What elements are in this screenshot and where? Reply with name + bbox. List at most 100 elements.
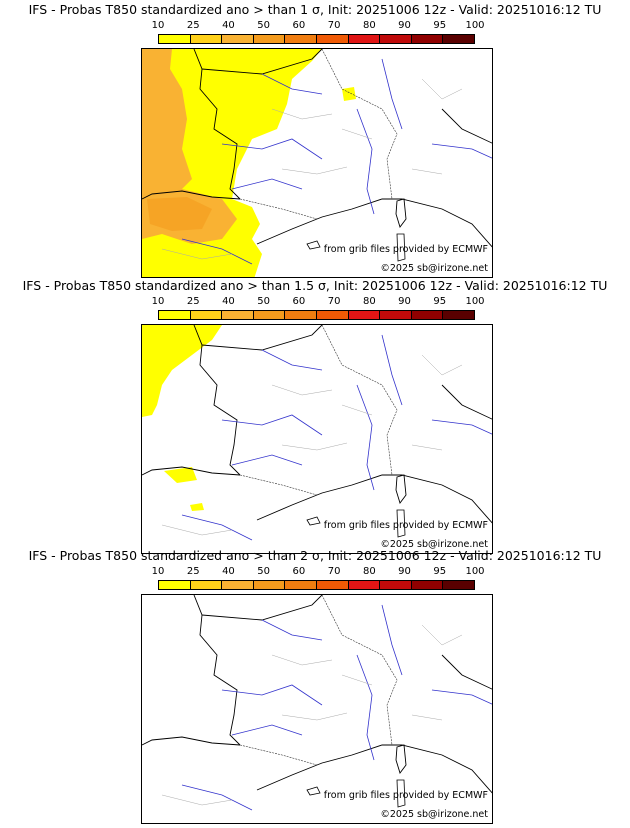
colorbar-swatch-5: [316, 311, 349, 319]
colorbar-tick-label: 60: [292, 296, 306, 307]
probability-area-yellow-patch: [342, 87, 356, 101]
river-rhone: [356, 108, 375, 215]
admin-boundaries: [161, 624, 463, 806]
coastline-mediterranean: [256, 474, 492, 524]
colorbar-tick-label: 10: [151, 566, 165, 577]
colorbar-tick-label: 70: [327, 566, 341, 577]
map-panel-2: IFS - Probas T850 standardized ano > tha…: [0, 276, 630, 554]
colorbar: [158, 34, 475, 44]
colorbar-swatch-5: [316, 35, 349, 43]
colorbar-swatch-0: [159, 35, 191, 43]
river-ebro: [181, 514, 253, 541]
coastline-iberia-north: [142, 736, 241, 746]
probability-map[interactable]: from grib files provided by ECMWF ©2025 …: [141, 594, 493, 824]
colorbar-tick-label: 100: [465, 566, 485, 577]
river-seine: [261, 73, 323, 95]
colorbar-tick-label: 90: [398, 566, 411, 577]
colorbar-swatch-7: [380, 311, 412, 319]
coastline-italy: [441, 654, 492, 690]
colorbar-swatch-7: [380, 581, 412, 589]
colorbar-tick-label: 50: [257, 296, 271, 307]
colorbar-tick-label: 40: [222, 296, 235, 307]
copyright-credit: ©2025 sb@irizone.net: [380, 539, 488, 550]
river-seine: [261, 619, 323, 641]
colorbar-swatch-2: [222, 35, 254, 43]
colorbar-swatch-0: [159, 581, 191, 589]
colorbar-tick-label: 50: [257, 20, 271, 31]
probability-area-yellow-iberia-small: [190, 503, 204, 511]
coastline-france-west: [193, 595, 241, 746]
colorbar-tick-label: 25: [186, 296, 200, 307]
coastline-france-west: [193, 49, 241, 200]
panel-title: IFS - Probas T850 standardized ano > tha…: [28, 548, 602, 563]
border-spain-france: [239, 744, 318, 766]
probability-map[interactable]: from grib files provided by ECMWF ©2025 …: [141, 48, 493, 278]
channel-coast: [201, 595, 323, 621]
river-rhone: [356, 384, 375, 491]
coastline-sardinia: [396, 509, 406, 538]
colorbar-tick-label: 95: [433, 20, 447, 31]
copyright-credit: ©2025 sb@irizone.net: [380, 263, 488, 274]
ecmwf-credit: from grib files provided by ECMWF: [323, 244, 488, 255]
colorbar-tick-label: 50: [257, 566, 271, 577]
colorbar-tick-label: 40: [222, 566, 235, 577]
coastline-mediterranean: [256, 744, 492, 794]
river-garonne: [231, 724, 303, 736]
colorbar-tick-label: 100: [465, 20, 485, 31]
colorbar-swatch-7: [380, 35, 412, 43]
coastline-italy: [441, 384, 492, 420]
river-garonne: [231, 454, 303, 466]
colorbar-swatch-4: [285, 581, 317, 589]
colorbar-tick-label: 25: [186, 20, 200, 31]
coastline-iberia-north: [142, 190, 241, 200]
ecmwf-credit: from grib files provided by ECMWF: [323, 520, 488, 531]
colorbar: [158, 310, 475, 320]
river-loire: [221, 138, 323, 160]
channel-coast: [201, 49, 323, 75]
colorbar-swatch-1: [190, 581, 223, 589]
river-rhine: [381, 604, 403, 676]
probability-area-yellow: [142, 325, 222, 417]
probability-area-orange-core: [147, 197, 212, 231]
river-ebro: [181, 784, 253, 811]
colorbar-tick-label: 80: [362, 566, 376, 577]
colorbar-tick-label: 10: [151, 20, 165, 31]
map-panel-3: IFS - Probas T850 standardized ano > tha…: [0, 546, 630, 824]
border-france: [321, 49, 398, 200]
coastline-corsica: [395, 198, 407, 228]
coastline-balearic: [306, 786, 321, 796]
river-rhine: [381, 334, 403, 406]
probability-map[interactable]: from grib files provided by ECMWF ©2025 …: [141, 324, 493, 554]
colorbar-swatch-4: [285, 35, 317, 43]
probability-area-yellow-iberia: [164, 467, 197, 483]
map-panel-1: IFS - Probas T850 standardized ano > tha…: [0, 0, 630, 278]
colorbar: [158, 580, 475, 590]
colorbar-swatch-1: [190, 35, 223, 43]
colorbar-tick-label: 80: [362, 20, 376, 31]
colorbar-swatch-1: [190, 311, 223, 319]
coastline-corsica: [395, 474, 407, 504]
colorbar-swatch-0: [159, 311, 191, 319]
river-rhone: [356, 654, 375, 761]
coastline-balearic: [306, 240, 321, 250]
colorbar-tick-label: 40: [222, 20, 235, 31]
coastline-italy: [441, 108, 492, 144]
probability-area-orange-west: [142, 49, 192, 199]
coastline-corsica: [395, 744, 407, 774]
colorbar-swatch-2: [222, 311, 254, 319]
border-france: [321, 325, 398, 476]
colorbar-swatch-9: [443, 581, 474, 589]
coastline-sardinia: [396, 779, 406, 808]
colorbar-tick-label: 100: [465, 296, 485, 307]
colorbar-swatch-6: [348, 35, 381, 43]
colorbar-tick-label: 80: [362, 296, 376, 307]
river-rhine: [381, 58, 403, 130]
coastline-sardinia: [396, 233, 406, 262]
colorbar-swatch-9: [443, 35, 474, 43]
river-loire: [221, 684, 323, 706]
border-spain-france: [239, 474, 318, 496]
colorbar-swatch-9: [443, 311, 474, 319]
admin-boundaries: [161, 354, 463, 536]
panel-title: IFS - Probas T850 standardized ano > tha…: [22, 278, 608, 293]
colorbar-tick-label: 60: [292, 566, 306, 577]
